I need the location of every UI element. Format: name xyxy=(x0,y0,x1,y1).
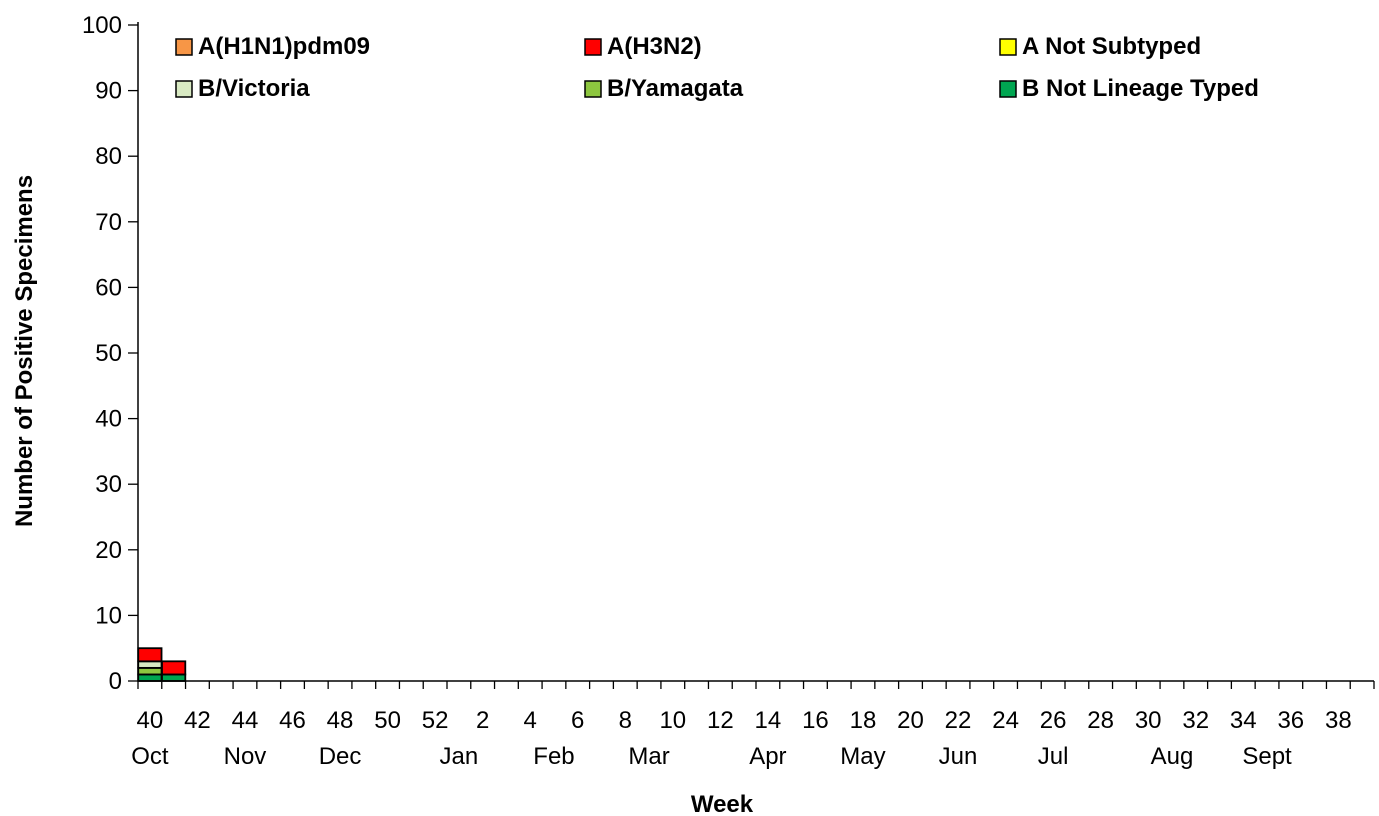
x-week-label: 40 xyxy=(137,707,164,734)
x-week-label: 24 xyxy=(992,707,1019,734)
legend-swatch xyxy=(584,38,602,56)
axes-layer xyxy=(137,22,1374,682)
y-axis-title: Number of Positive Specimens xyxy=(11,175,38,527)
y-tick-label: 100 xyxy=(82,12,122,39)
x-week-label: 20 xyxy=(897,707,924,734)
legend: A(H1N1)pdm09 A(H3N2) A Not Subtyped B/Victo… xyxy=(175,33,1259,102)
legend-label: B/Yamagata xyxy=(607,75,744,102)
legend-swatch xyxy=(584,80,602,98)
legend-swatch xyxy=(175,80,193,98)
x-week-label: 50 xyxy=(374,707,401,734)
bar-segment xyxy=(137,647,163,663)
bar-segment xyxy=(161,660,187,676)
x-month-label: Aug xyxy=(1151,743,1194,770)
y-tick-label: 80 xyxy=(95,143,122,170)
y-tick-label: 20 xyxy=(95,537,122,564)
x-week-label: 48 xyxy=(327,707,354,734)
x-week-label: 14 xyxy=(755,707,782,734)
x-week-label: 32 xyxy=(1182,707,1209,734)
x-month-label: Jul xyxy=(1038,743,1069,770)
legend-label: A(H1N1)pdm09 xyxy=(198,33,370,60)
x-month-label: Feb xyxy=(533,743,574,770)
y-tick-label: 50 xyxy=(95,340,122,367)
legend-label: A Not Subtyped xyxy=(1022,33,1201,60)
bar-segment xyxy=(137,673,163,682)
y-tick-label: 30 xyxy=(95,471,122,498)
x-week-label: 4 xyxy=(524,707,537,734)
x-week-label: 18 xyxy=(850,707,877,734)
x-month-label: Jun xyxy=(939,743,978,770)
y-tick-label: 40 xyxy=(95,406,122,433)
y-tick-label: 70 xyxy=(95,209,122,236)
x-week-label: 10 xyxy=(659,707,686,734)
bar-segment xyxy=(161,673,187,682)
x-week-label: 38 xyxy=(1325,707,1352,734)
legend-label: A(H3N2) xyxy=(607,33,702,60)
legend-label: B/Victoria xyxy=(198,75,310,102)
bar-segment xyxy=(137,660,163,669)
x-month-label: Nov xyxy=(224,743,267,770)
x-week-label: 30 xyxy=(1135,707,1162,734)
bars-layer xyxy=(137,647,187,682)
x-month-label: Sept xyxy=(1242,743,1292,770)
legend-swatch xyxy=(999,80,1017,98)
legend-swatch xyxy=(175,38,193,56)
y-axis-ticks: 0 10 20 30 40 50 60 70 80 90 100 xyxy=(82,12,138,695)
x-month-label: Mar xyxy=(628,743,669,770)
x-axis-title: Week xyxy=(691,791,754,816)
x-week-label: 44 xyxy=(232,707,259,734)
x-axis-ticks: 40 42 44 46 48 50 52 2 4 6 8 10 12 14 16 18 20 22 24 26 28 30… xyxy=(131,681,1375,770)
x-month-label: Apr xyxy=(749,743,786,770)
y-tick-label: 10 xyxy=(95,602,122,629)
x-week-label: 22 xyxy=(945,707,972,734)
x-week-label: 8 xyxy=(619,707,632,734)
x-month-label: May xyxy=(840,743,885,770)
x-month-label: Jan xyxy=(440,743,479,770)
y-tick-label: 0 xyxy=(109,668,122,695)
x-week-label: 6 xyxy=(571,707,584,734)
x-week-label: 46 xyxy=(279,707,306,734)
legend-swatch xyxy=(999,38,1017,56)
x-week-label: 16 xyxy=(802,707,829,734)
x-week-label: 2 xyxy=(476,707,489,734)
x-month-label: Dec xyxy=(319,743,362,770)
x-week-label: 26 xyxy=(1040,707,1067,734)
x-week-label: 42 xyxy=(184,707,211,734)
y-tick-label: 90 xyxy=(95,78,122,105)
x-week-label: 34 xyxy=(1230,707,1257,734)
x-week-label: 28 xyxy=(1087,707,1114,734)
legend-label: B Not Lineage Typed xyxy=(1022,75,1259,102)
bar-segment xyxy=(137,666,163,676)
x-week-label: 12 xyxy=(707,707,734,734)
y-tick-label: 60 xyxy=(95,274,122,301)
x-week-label: 52 xyxy=(422,707,449,734)
x-week-label: 36 xyxy=(1277,707,1304,734)
x-month-label: Oct xyxy=(131,743,169,770)
